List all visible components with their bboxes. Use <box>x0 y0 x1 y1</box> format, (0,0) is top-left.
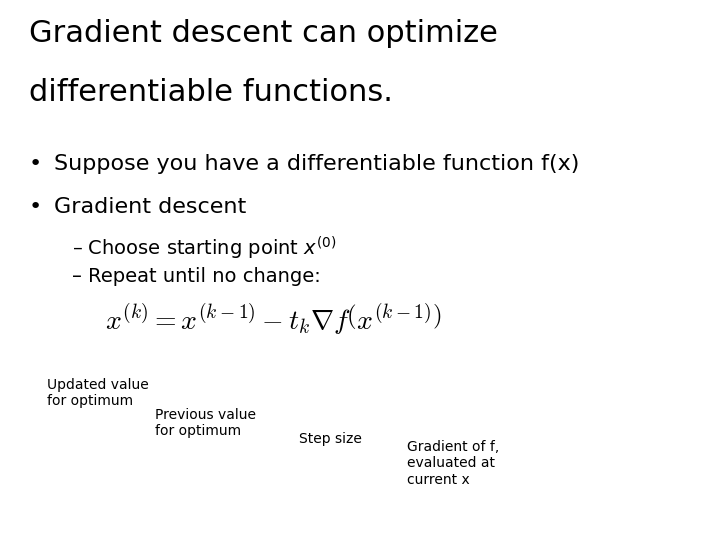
Text: Gradient of f,
evaluated at
current x: Gradient of f, evaluated at current x <box>407 440 499 487</box>
Text: •: • <box>29 154 42 174</box>
Text: Gradient descent: Gradient descent <box>54 197 246 217</box>
Text: – Repeat until no change:: – Repeat until no change: <box>72 267 320 286</box>
Text: Gradient descent can optimize: Gradient descent can optimize <box>29 19 498 48</box>
Text: $x^{(k)} = x^{(k-1)} - t_k \nabla f\left(x^{(k-1)}\right)$: $x^{(k)} = x^{(k-1)} - t_k \nabla f\left… <box>105 302 442 338</box>
Text: Suppose you have a differentiable function f(x): Suppose you have a differentiable functi… <box>54 154 580 174</box>
Text: Previous value
for optimum: Previous value for optimum <box>155 408 256 438</box>
Text: •: • <box>29 197 42 217</box>
Text: differentiable functions.: differentiable functions. <box>29 78 392 107</box>
Text: Step size: Step size <box>299 432 361 446</box>
Text: – Choose starting point $x^{(0)}$: – Choose starting point $x^{(0)}$ <box>72 235 336 262</box>
Text: Updated value
for optimum: Updated value for optimum <box>47 378 148 408</box>
